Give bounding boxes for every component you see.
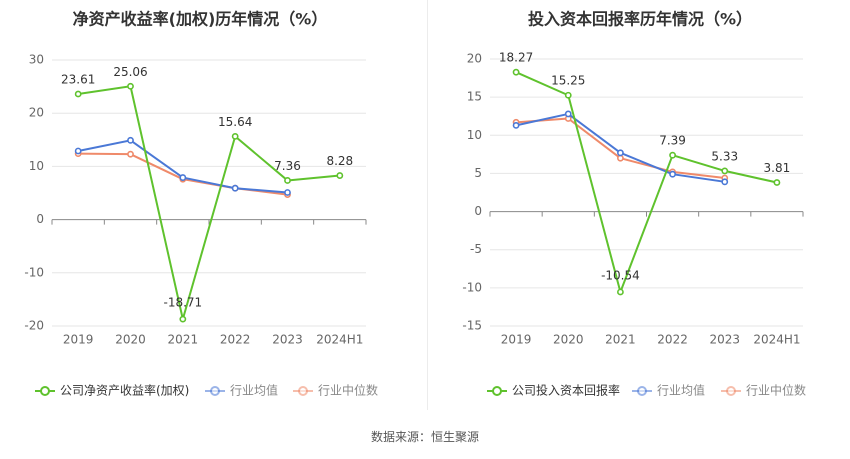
legend-marker-median xyxy=(726,386,736,396)
y-tick-label: -5 xyxy=(470,242,482,256)
x-tick-label: 2020 xyxy=(553,333,584,347)
y-tick-label: 20 xyxy=(29,106,44,120)
data-point-company xyxy=(669,151,676,159)
series-line-median xyxy=(78,152,288,196)
x-tick-label: 2022 xyxy=(657,333,688,347)
data-point-company xyxy=(179,315,187,323)
y-tick-label: -15 xyxy=(462,319,482,333)
y-tick-label: 15 xyxy=(467,90,482,104)
x-tick-label: 2023 xyxy=(272,333,303,347)
data-label: 7.39 xyxy=(659,134,686,148)
y-tick-label: 5 xyxy=(474,166,482,180)
y-tick-label: 10 xyxy=(467,128,482,142)
data-point-company xyxy=(74,90,82,98)
data-point-company xyxy=(231,132,239,140)
x-tick-label: 2024H1 xyxy=(316,333,363,347)
series-line-avg xyxy=(515,112,725,183)
legend-label-avg: 行业均值 xyxy=(230,383,278,398)
legend-marker-median xyxy=(298,386,308,396)
legend-label-company: 公司投入资本回报率 xyxy=(512,383,620,398)
y-tick-label: 0 xyxy=(36,212,44,226)
y-tick-label: 10 xyxy=(29,159,44,173)
series-line-company xyxy=(78,85,340,321)
data-point-company xyxy=(773,179,781,186)
legend-label-company: 公司净资产收益率(加权) xyxy=(60,383,189,398)
data-point-avg xyxy=(721,178,729,186)
x-tick-label: 2020 xyxy=(115,333,146,347)
data-label: 7.36 xyxy=(274,159,301,173)
data-point-avg xyxy=(74,147,82,155)
x-tick-label: 2021 xyxy=(168,333,199,347)
chart-title: 净资产收益率(加权)历年情况（%） xyxy=(73,10,328,29)
data-point-company xyxy=(284,177,291,184)
legend-marker-company xyxy=(40,386,50,396)
data-point-company xyxy=(617,288,624,296)
data-point-avg xyxy=(231,184,239,192)
data-label: 23.61 xyxy=(61,72,95,86)
data-point-company xyxy=(127,82,134,90)
x-tick-label: 2024H1 xyxy=(753,333,800,347)
legend-label-median: 行业中位数 xyxy=(746,383,806,398)
data-point-avg xyxy=(564,110,572,118)
y-tick-label: 0 xyxy=(474,204,482,218)
x-tick-label: 2019 xyxy=(63,333,94,347)
data-label: 8.28 xyxy=(326,154,353,168)
data-point-avg xyxy=(179,174,187,181)
data-label: 18.27 xyxy=(499,51,533,65)
data-point-avg xyxy=(284,189,291,196)
data-point-median xyxy=(127,150,134,158)
data-point-avg xyxy=(512,121,520,129)
legend-marker-company xyxy=(492,386,502,396)
y-tick-label: -20 xyxy=(24,319,44,333)
x-tick-label: 2022 xyxy=(220,333,251,347)
legend-marker-avg xyxy=(210,386,220,396)
data-label: 5.33 xyxy=(711,149,738,163)
data-point-company xyxy=(512,68,520,76)
y-tick-label: -10 xyxy=(24,265,44,279)
data-label: 25.06 xyxy=(113,65,147,79)
data-point-median xyxy=(617,154,624,162)
y-tick-label: -10 xyxy=(462,280,482,294)
chart-2: 投入资本回报率历年情况（%） 20 15 10 5 0 -5 -10 -15 2019 2020 20… xyxy=(462,10,806,398)
legend-marker-avg xyxy=(637,386,647,396)
data-point-avg xyxy=(617,149,624,157)
data-label: 15.64 xyxy=(218,115,252,129)
x-tick-label: 2019 xyxy=(501,333,532,347)
data-point-company xyxy=(336,172,344,179)
y-tick-label: 20 xyxy=(467,52,482,66)
series-line-company xyxy=(515,71,778,293)
data-label: -18.71 xyxy=(163,296,202,310)
x-tick-label: 2023 xyxy=(709,333,740,347)
x-tick-label: 2021 xyxy=(605,333,636,347)
chart-title: 投入资本回报率历年情况（%） xyxy=(528,10,752,29)
data-label: 3.81 xyxy=(764,161,791,175)
series-line-median xyxy=(516,117,725,179)
chart-1: 净资产收益率(加权)历年情况（%） 30 20 10 0 -10 -20 2019 2020 20… xyxy=(24,10,378,398)
y-tick-label: 30 xyxy=(29,53,44,67)
legend-label-median: 行业中位数 xyxy=(318,383,378,398)
data-point-company xyxy=(721,167,729,175)
data-point-company xyxy=(564,91,572,99)
data-point-avg xyxy=(669,170,676,178)
data-point-avg xyxy=(127,136,134,144)
data-label: -10.54 xyxy=(601,268,640,282)
data-label: 15.25 xyxy=(551,74,585,88)
panel-divider xyxy=(427,0,428,410)
data-source-note: 数据来源：恒生聚源 xyxy=(370,430,479,444)
legend-label-avg: 行业均值 xyxy=(657,383,705,398)
